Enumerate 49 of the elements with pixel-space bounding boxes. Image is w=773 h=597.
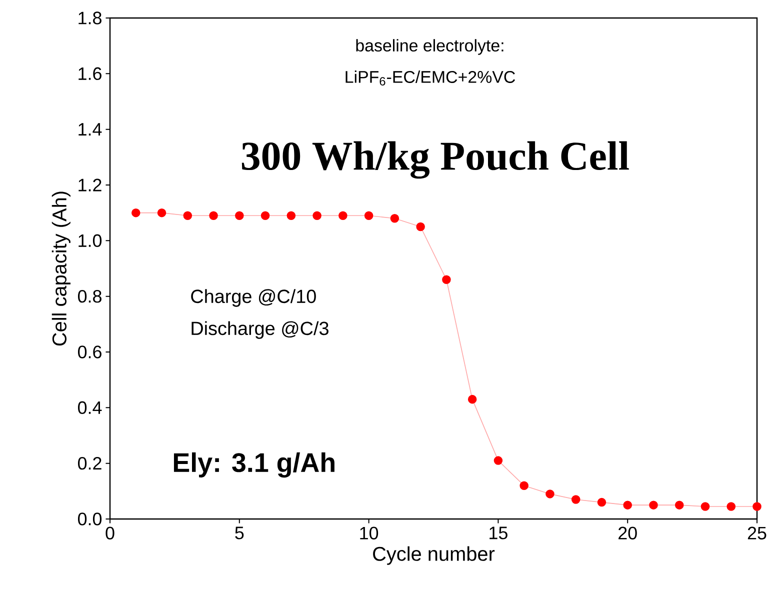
x-tick-label: 20 — [618, 526, 637, 540]
y-tick-label: 0.2 — [78, 456, 102, 470]
point — [520, 481, 528, 490]
point — [674, 500, 684, 510]
y-tick-label: 1.0 — [78, 234, 102, 248]
point — [623, 500, 632, 510]
point — [364, 211, 374, 220]
point — [338, 211, 348, 220]
y-axis-title: Cell capacity (Ah) — [52, 192, 70, 346]
point — [597, 498, 606, 507]
x-tick-label: 10 — [360, 526, 378, 540]
point — [390, 214, 400, 223]
x-tick-label: 0 — [106, 526, 114, 540]
annotation: Ely: 3.1 g/Ah — [174, 452, 334, 478]
point — [260, 211, 270, 220]
y-tick-label: 1.4 — [78, 123, 102, 136]
y-tick-label: 0.8 — [78, 290, 102, 303]
point — [726, 502, 736, 511]
point — [131, 208, 140, 218]
point — [571, 495, 580, 504]
point — [494, 456, 503, 465]
y-tick-label: 1.8 — [78, 12, 102, 24]
x-tick-label: 15 — [490, 526, 508, 540]
point — [157, 208, 166, 218]
annotation: Charge @C/10 — [191, 289, 316, 307]
annotation: 300 Wh/kg Pouch Cell — [242, 141, 629, 179]
y-tick-label: 1.2 — [78, 178, 102, 192]
y-tick-label: 0.0 — [78, 512, 102, 526]
point — [183, 211, 192, 220]
y-tick-label: 0.4 — [78, 401, 102, 414]
x-tick-label: 25 — [748, 526, 766, 540]
annotation: Discharge @C/3 — [192, 321, 328, 339]
point — [468, 394, 477, 404]
point — [209, 211, 218, 220]
point — [286, 211, 296, 220]
y-tick-label: 0.6 — [78, 346, 102, 358]
point — [649, 500, 658, 510]
point — [235, 211, 244, 220]
y-tick-label: 1.6 — [78, 67, 102, 80]
x-axis-title: Cycle number — [373, 546, 495, 565]
annotation: LiPF$_{6}$-EC/EMC+2%VC — [346, 70, 516, 86]
point — [546, 490, 554, 498]
x-tick-label: 5 — [235, 526, 244, 540]
point — [700, 502, 710, 511]
annotation: baseline electrolyte: — [356, 39, 504, 55]
point — [752, 502, 762, 511]
point — [312, 211, 322, 220]
point — [416, 222, 425, 232]
point — [442, 275, 451, 284]
